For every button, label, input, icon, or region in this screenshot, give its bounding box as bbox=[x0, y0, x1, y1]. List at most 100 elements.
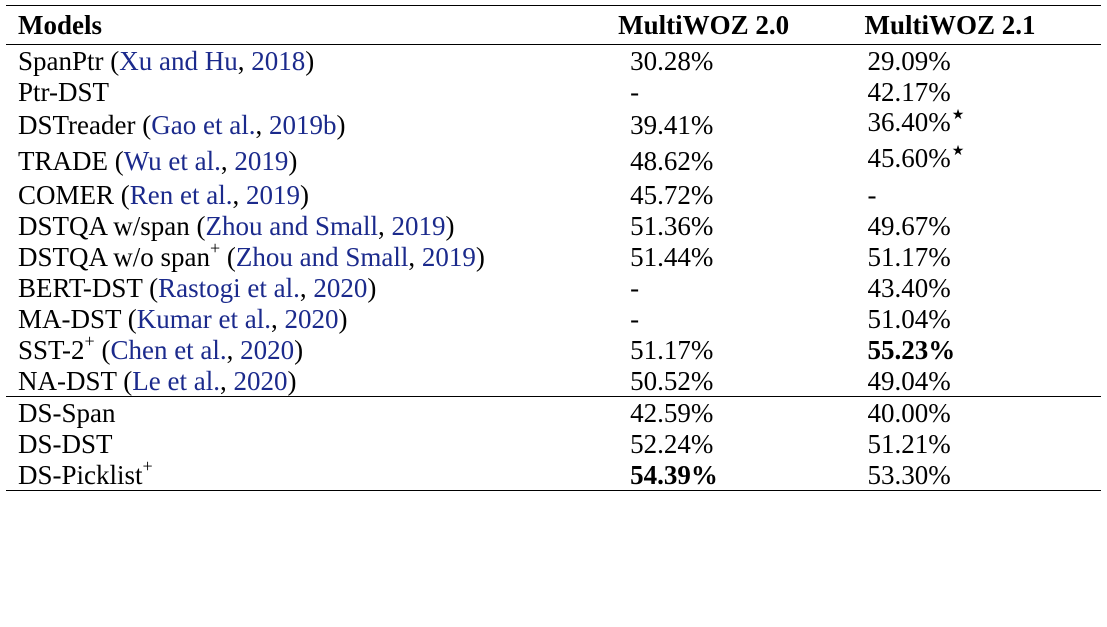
model-name: TRADE bbox=[18, 146, 108, 176]
close-paren: ) bbox=[336, 110, 346, 140]
open-paren: ( bbox=[226, 241, 236, 272]
header-models: Models bbox=[6, 5, 615, 45]
results-table: Models MultiWOZ 2.0 MultiWOZ 2.1 SpanPtr… bbox=[6, 5, 1101, 491]
model-cell: MA-DST (Kumar et al., 2020) bbox=[6, 303, 614, 334]
multiwoz-2-0-value-cell: 39.41% bbox=[614, 107, 864, 143]
table-row: NA-DST (Le et al., 2020) 50.52% 49.04% bbox=[6, 365, 1101, 397]
plus-marker: + bbox=[142, 455, 153, 476]
star-icon: ★ bbox=[951, 108, 965, 123]
multiwoz-2-0-value: - bbox=[630, 303, 640, 334]
open-paren: ( bbox=[120, 179, 130, 210]
plus-marker: + bbox=[210, 237, 221, 258]
model-name: COMER bbox=[18, 179, 115, 210]
multiwoz-2-0-value-cell: 48.62% bbox=[614, 143, 864, 179]
model-cell: DS-Picklist+ bbox=[6, 455, 615, 491]
citation-authors[interactable]: Le et al. bbox=[132, 365, 220, 396]
model-name: SpanPtr bbox=[18, 45, 104, 76]
multiwoz-2-0-value-cell: 54.39% bbox=[614, 459, 865, 491]
multiwoz-2-1-value-cell: 55.23% bbox=[865, 334, 1102, 365]
multiwoz-2-0-value-cell: - bbox=[614, 303, 864, 334]
multiwoz-2-1-value-cell: 51.17% bbox=[865, 241, 1102, 272]
citation-authors[interactable]: Rastogi et al. bbox=[158, 272, 300, 303]
multiwoz-2-1-value: 29.09% bbox=[867, 45, 951, 76]
model-name: DSTreader bbox=[18, 110, 136, 140]
header-row: Models MultiWOZ 2.0 MultiWOZ 2.1 bbox=[6, 5, 1101, 45]
citation-year[interactable]: 2020 bbox=[240, 334, 295, 365]
header-multiwoz-2-1: MultiWOZ 2.1 bbox=[864, 5, 1101, 45]
multiwoz-2-0-value: - bbox=[630, 272, 640, 303]
model-name: DS-DST bbox=[18, 428, 113, 459]
table-row: Ptr-DST - 42.17% bbox=[6, 76, 1101, 107]
multiwoz-2-0-value: 52.24% bbox=[630, 428, 714, 459]
close-paren: ) bbox=[338, 303, 348, 334]
citation-authors[interactable]: Gao et al. bbox=[151, 110, 256, 140]
comma: , bbox=[270, 303, 285, 334]
model-cell: TRADE (Wu et al., 2019) bbox=[6, 143, 614, 179]
open-paren: ( bbox=[127, 303, 137, 334]
multiwoz-2-1-value: 51.21% bbox=[867, 428, 951, 459]
model-cell: DSTreader (Gao et al., 2019b) bbox=[6, 107, 614, 143]
open-paren: ( bbox=[114, 146, 124, 176]
model-cell: SpanPtr (Xu and Hu, 2018) bbox=[6, 45, 614, 77]
table-body: SpanPtr (Xu and Hu, 2018) 30.28% 29.09% Ptr… bbox=[6, 45, 1101, 491]
header-multiwoz-2-0: MultiWOZ 2.0 bbox=[614, 5, 865, 45]
multiwoz-2-1-value: 43.40% bbox=[867, 272, 951, 303]
citation-authors[interactable]: Chen et al. bbox=[110, 334, 227, 365]
multiwoz-2-0-value-cell: - bbox=[614, 272, 864, 303]
comma: , bbox=[237, 45, 252, 76]
citation-authors[interactable]: Kumar et al. bbox=[136, 303, 271, 334]
model-cell: NA-DST (Le et al., 2020) bbox=[6, 365, 614, 397]
table-row: BERT-DST (Rastogi et al., 2020) -43.40% bbox=[6, 272, 1101, 303]
citation-year[interactable]: 2019 bbox=[391, 210, 446, 241]
multiwoz-2-1-value: 49.67% bbox=[867, 210, 951, 241]
model-cell: COMER (Ren et al., 2019) bbox=[6, 179, 614, 210]
citation-authors[interactable]: Wu et al. bbox=[123, 146, 221, 176]
citation-year[interactable]: 2019 bbox=[421, 241, 476, 272]
citation-year[interactable]: 2018 bbox=[251, 45, 306, 76]
table-row: DS-Picklist+ 54.39% 53.30% bbox=[6, 455, 1101, 491]
citation-authors[interactable]: Xu and Hu bbox=[119, 45, 238, 76]
multiwoz-2-0-value: 39.41% bbox=[630, 110, 714, 140]
table-row: MA-DST (Kumar et al., 2020) -51.04% bbox=[6, 303, 1101, 334]
table-row: TRADE (Wu et al., 2019) 48.62% 45.60%★ bbox=[6, 143, 1101, 179]
multiwoz-2-1-value-cell: 42.17% bbox=[865, 76, 1102, 107]
citation-year[interactable]: 2020 bbox=[233, 365, 288, 396]
citation-year[interactable]: 2019 bbox=[234, 146, 289, 176]
model-name: Ptr-DST bbox=[18, 76, 109, 107]
model-name: BERT-DST bbox=[18, 272, 143, 303]
multiwoz-2-1-value-cell: 49.04% bbox=[865, 365, 1102, 397]
table-row: SpanPtr (Xu and Hu, 2018) 30.28% 29.09% bbox=[6, 45, 1101, 77]
open-paren: ( bbox=[142, 110, 152, 140]
multiwoz-2-1-value: - bbox=[867, 179, 877, 210]
comma: , bbox=[299, 272, 314, 303]
multiwoz-2-1-value-cell: - bbox=[865, 179, 1102, 210]
comma: , bbox=[220, 146, 235, 176]
model-name: SST-2 bbox=[18, 334, 85, 365]
citation-authors[interactable]: Ren et al. bbox=[129, 179, 233, 210]
citation-year[interactable]: 2019b bbox=[268, 110, 337, 140]
citation-authors[interactable]: Zhou and Small bbox=[235, 241, 409, 272]
model-name: DSTQA w/span bbox=[18, 210, 190, 241]
comma: , bbox=[219, 365, 234, 396]
multiwoz-2-1-value-cell: 45.60%★ bbox=[865, 143, 1102, 179]
comma: , bbox=[408, 241, 422, 272]
multiwoz-2-0-value: 51.17% bbox=[630, 334, 714, 365]
close-paren: ) bbox=[305, 45, 315, 76]
citation-authors[interactable]: Zhou and Small bbox=[205, 210, 378, 241]
citation-year[interactable]: 2020 bbox=[313, 272, 368, 303]
multiwoz-2-0-value: 51.44% bbox=[630, 241, 714, 272]
star-icon: ★ bbox=[951, 144, 965, 159]
multiwoz-2-0-value: 50.52% bbox=[630, 365, 714, 396]
open-paren: ( bbox=[196, 210, 206, 241]
citation-year[interactable]: 2020 bbox=[284, 303, 339, 334]
citation-year[interactable]: 2019 bbox=[246, 179, 300, 210]
plus-marker: + bbox=[84, 330, 95, 351]
model-name: DS-Span bbox=[18, 397, 116, 428]
multiwoz-2-0-value-cell: 45.72% bbox=[614, 179, 864, 210]
multiwoz-2-1-value-cell: 53.30% bbox=[864, 459, 1101, 491]
table-row: DS-Span 42.59% 40.00% bbox=[6, 396, 1101, 428]
comma: , bbox=[378, 210, 392, 241]
close-paren: ) bbox=[287, 365, 297, 396]
open-paren: ( bbox=[110, 45, 120, 76]
table-row: COMER (Ren et al., 2019) 45.72% - bbox=[6, 179, 1101, 210]
